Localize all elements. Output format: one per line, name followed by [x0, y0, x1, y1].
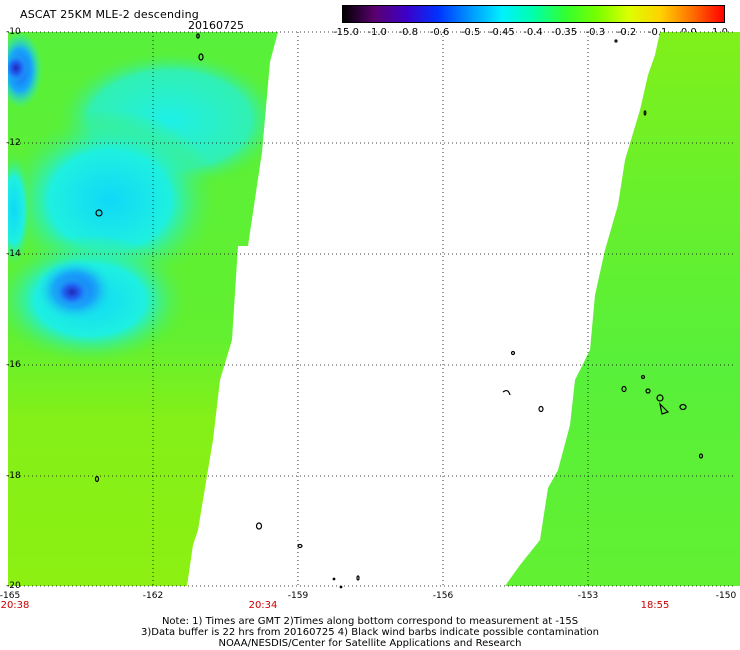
colorbar-tick-label: -0.1 — [647, 27, 668, 38]
colorbar-tick-label: -0.35 — [551, 27, 578, 38]
time-label: 20:34 — [248, 600, 278, 611]
colorbar-tick-label: -1.0 — [367, 27, 387, 38]
footer-note-line2: 3)Data buffer is 22 hrs from 20160725 4)… — [141, 627, 599, 638]
time-label: 20:38 — [0, 600, 30, 611]
lon-label: -162 — [142, 591, 164, 601]
colorbar-tick-label: -0.8 — [398, 27, 419, 38]
lon-label: -150 — [715, 591, 737, 601]
lon-label: -153 — [577, 591, 599, 601]
map-date: 20160725 — [188, 19, 244, 32]
west-swath — [8, 32, 278, 586]
colorbar-tick-label: -0.4 — [523, 27, 543, 38]
lon-label: -159 — [287, 591, 309, 601]
colorbar-tick-label: -0.2 — [616, 27, 637, 38]
map-title: ASCAT 25KM MLE-2 descending — [20, 8, 199, 21]
colorbar-tick-label: -0.45 — [488, 27, 515, 38]
east-swath — [505, 32, 740, 586]
colorbar — [342, 5, 725, 23]
lat-label: -18 — [6, 471, 21, 481]
colorbar-tick-label: -15.0 — [333, 27, 359, 38]
colorbar-tick-label: -0.6 — [429, 27, 450, 38]
footer-credit: NOAA/NESDIS/Center for Satellite Applica… — [218, 638, 522, 649]
footer-note-line1: Note: 1) Times are GMT 2)Times along bot… — [161, 616, 579, 627]
colorbar-tick-label: -0.3 — [585, 27, 606, 38]
lon-label: -165 — [0, 591, 21, 601]
lat-label: -12 — [6, 138, 21, 148]
lat-label: -10 — [6, 27, 21, 37]
lat-label: -16 — [6, 360, 21, 370]
lon-label: -156 — [432, 591, 454, 601]
colorbar-tick-label: -0.5 — [460, 27, 481, 38]
time-label: 18:55 — [640, 600, 670, 611]
lat-label: -14 — [6, 249, 21, 259]
map-gridlines — [8, 31, 733, 587]
lat-label: -20 — [6, 581, 21, 591]
islands — [94, 33, 704, 589]
colorbar-gradient — [343, 6, 724, 22]
